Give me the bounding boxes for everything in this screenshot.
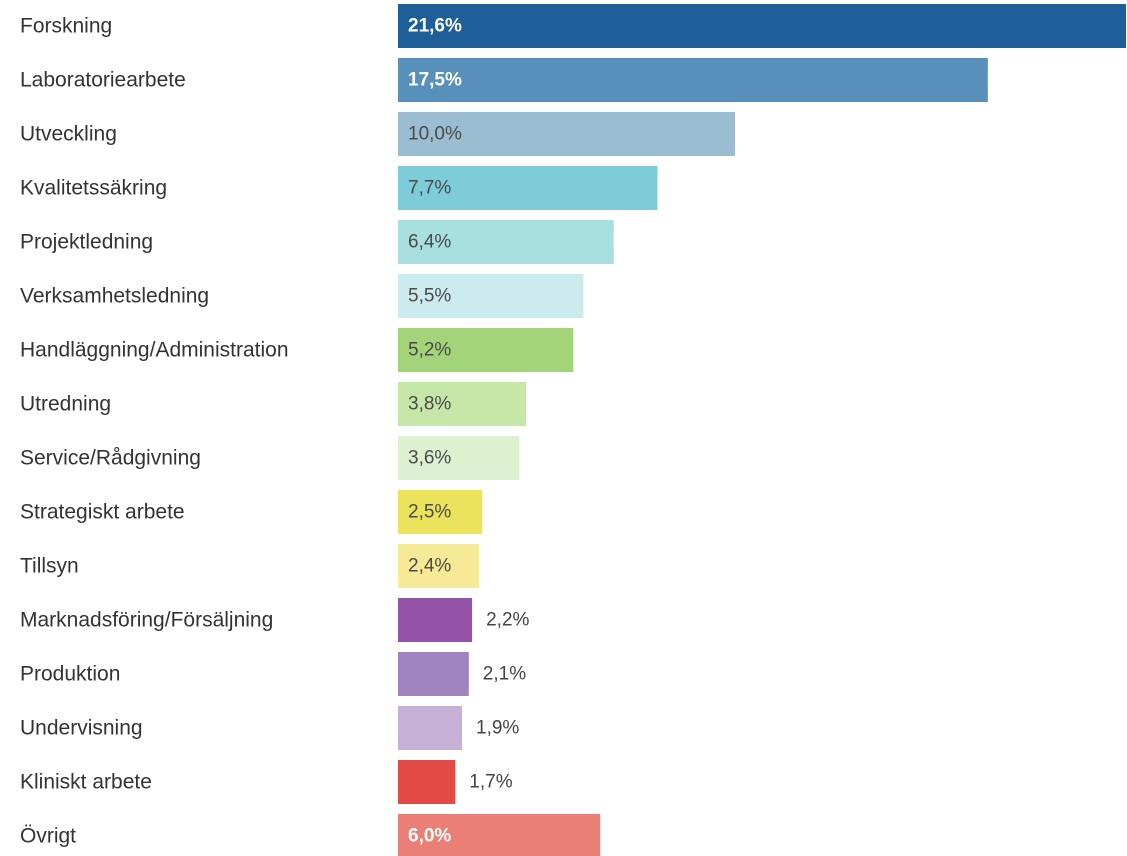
category-label-verksamhetsledning: Verksamhetsledning xyxy=(20,285,209,308)
category-label-ovrigt: Övrigt xyxy=(20,825,76,848)
bars xyxy=(398,4,1126,856)
bar-strategiskt-arbete xyxy=(398,490,483,534)
category-label-service-radgivning: Service/Rådgivning xyxy=(20,447,201,470)
value-label-ovrigt: 6,0% xyxy=(408,826,451,847)
bar-ovrigt xyxy=(398,814,601,856)
value-labels: 21,6% 17,5% 10,0% 7,7% 6,4% 5,5% 5,2% 3,8% 3,6% 2… xyxy=(408,16,530,847)
value-label-service-radgivning: 3,6% xyxy=(408,448,451,469)
value-label-kvalitetssakring: 7,7% xyxy=(408,178,451,199)
category-label-produktion: Produktion xyxy=(20,663,120,686)
category-label-kvalitetssakring: Kvalitetssäkring xyxy=(20,177,167,200)
category-label-strategiskt-arbete: Strategiskt arbete xyxy=(20,501,185,524)
category-label-undervisning: Undervisning xyxy=(20,717,143,740)
category-label-marknadsforing-forsaljning: Marknadsföring/Försäljning xyxy=(20,609,273,632)
bar-kvalitetssakring xyxy=(398,166,658,210)
category-label-tillsyn: Tillsyn xyxy=(20,555,79,578)
value-label-handlaggning-administration: 5,2% xyxy=(408,340,451,361)
bar-kliniskt-arbete xyxy=(398,760,456,804)
value-label-forskning: 21,6% xyxy=(408,16,462,37)
value-label-kliniskt-arbete: 1,7% xyxy=(469,772,512,793)
category-label-laboratoriearbete: Laboratoriearbete xyxy=(20,69,186,92)
value-label-undervisning: 1,9% xyxy=(476,718,519,739)
bar-utredning xyxy=(398,382,527,426)
category-label-utveckling: Utveckling xyxy=(20,123,117,146)
category-label-handlaggning-administration: Handläggning/Administration xyxy=(20,339,289,362)
bar-handlaggning-administration xyxy=(398,328,574,372)
value-label-strategiskt-arbete: 2,5% xyxy=(408,502,451,523)
value-label-utredning: 3,8% xyxy=(408,394,451,415)
category-labels: Forskning Laboratoriearbete Utveckling Kval… xyxy=(20,15,289,848)
bar-tillsyn xyxy=(398,544,479,588)
value-label-tillsyn: 2,4% xyxy=(408,556,451,577)
category-label-projektledning: Projektledning xyxy=(20,231,153,254)
bar-verksamhetsledning xyxy=(398,274,584,318)
category-label-forskning: Forskning xyxy=(20,15,112,38)
bar-utveckling xyxy=(398,112,735,156)
category-label-utredning: Utredning xyxy=(20,393,111,416)
bar-forskning xyxy=(398,4,1126,48)
bar-service-radgivning xyxy=(398,436,520,480)
value-label-marknadsforing-forsaljning: 2,2% xyxy=(486,610,529,631)
bar-laboratoriearbete xyxy=(398,58,988,102)
value-label-verksamhetsledning: 5,5% xyxy=(408,286,451,307)
category-label-kliniskt-arbete: Kliniskt arbete xyxy=(20,771,152,794)
value-label-produktion: 2,1% xyxy=(483,664,526,685)
bar-projektledning xyxy=(398,220,614,264)
bar-marknadsforing-forsaljning xyxy=(398,598,473,642)
value-label-utveckling: 10,0% xyxy=(408,124,462,145)
bar-undervisning xyxy=(398,706,462,750)
value-label-projektledning: 6,4% xyxy=(408,232,451,253)
bar-produktion xyxy=(398,652,469,696)
value-label-laboratoriearbete: 17,5% xyxy=(408,70,462,91)
